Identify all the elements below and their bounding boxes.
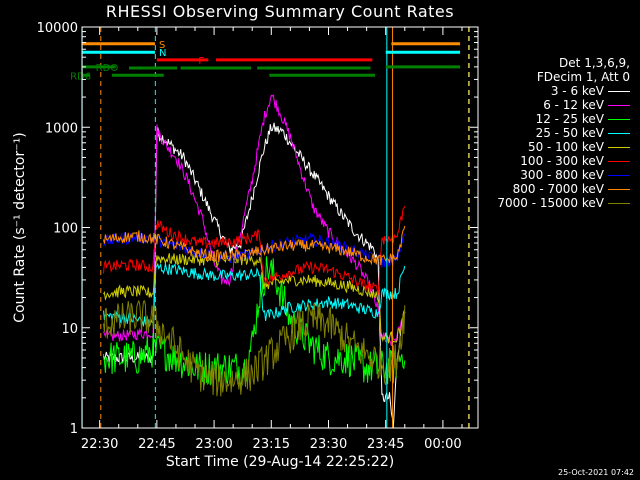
- legend-label: 800 - 7000 keV: [512, 182, 604, 196]
- flag-label-rdo: RDO: [96, 63, 119, 74]
- x-tick-label: 23:00: [195, 437, 232, 452]
- legend-item: 7000 - 15000 keV: [497, 196, 630, 210]
- legend-swatch: [608, 174, 630, 176]
- legend-item: 300 - 800 keV: [497, 168, 630, 182]
- legend-label: 25 - 50 keV: [535, 126, 604, 140]
- legend-swatch: [608, 160, 630, 162]
- series-line-9: [103, 299, 406, 397]
- flag-label-f: F: [198, 56, 204, 67]
- plot-frame: [81, 26, 479, 429]
- series-line-3: [103, 256, 406, 388]
- y-tick-label: 1: [70, 422, 78, 437]
- legend-item: 800 - 7000 keV: [497, 182, 630, 196]
- legend-label: 300 - 800 keV: [520, 168, 604, 182]
- legend-item: 3 - 6 keV: [497, 84, 630, 98]
- timestamp: 25-Oct-2021 07:42: [558, 468, 634, 477]
- y-tick-label: 1000: [45, 121, 78, 136]
- y-tick-label: 10: [61, 322, 78, 337]
- legend-header-line-1: Det 1,3,6,9,: [559, 56, 630, 70]
- legend-label: 100 - 300 keV: [520, 154, 604, 168]
- flag-label-n: N: [159, 48, 166, 59]
- series-line-8: [103, 225, 406, 266]
- legend-swatch: [608, 188, 630, 190]
- legend-swatch: [608, 132, 630, 134]
- legend-item: 25 - 50 keV: [497, 126, 630, 140]
- legend-label: 12 - 25 keV: [535, 112, 604, 126]
- x-tick-label: 23:30: [310, 437, 347, 452]
- legend-label: 50 - 100 keV: [527, 140, 604, 154]
- legend-swatch: [608, 118, 630, 120]
- legend-label: 7000 - 15000 keV: [497, 196, 604, 210]
- x-tick-label: 22:30: [81, 437, 118, 452]
- x-tick-label: 23:15: [253, 437, 290, 452]
- legend-item: 100 - 300 keV: [497, 154, 630, 168]
- legend-item: 12 - 25 keV: [497, 112, 630, 126]
- legend-item: 6 - 12 keV: [497, 98, 630, 112]
- series-group: [103, 94, 406, 428]
- legend-swatch: [608, 202, 630, 204]
- legend-label: 6 - 12 keV: [543, 98, 604, 112]
- legend: Det 1,3,6,9, FDecim 1, Att 0 3 - 6 keV 6 …: [497, 56, 630, 210]
- x-tick-label: 00:00: [424, 437, 461, 452]
- chart-title: RHESSI Observing Summary Count Rates: [105, 2, 455, 21]
- legend-header-line-2: FDecim 1, Att 0: [536, 70, 630, 84]
- x-tick-label: 22:45: [138, 437, 175, 452]
- series-line-2: [103, 94, 406, 347]
- series-line-5: [103, 253, 406, 344]
- legend-label: 3 - 6 keV: [550, 84, 604, 98]
- series-line-6: [103, 205, 406, 296]
- legend-swatch: [608, 104, 630, 106]
- legend-swatch: [608, 90, 630, 92]
- x-tick-label: 23:45: [367, 437, 404, 452]
- flag-label-rd6: RD6: [70, 71, 91, 82]
- x-axis-label: Start Time (29-Aug-14 22:25:22): [165, 454, 395, 470]
- y-tick-label: 10000: [37, 21, 78, 36]
- flag-label-s: S: [159, 40, 165, 51]
- legend-swatch: [608, 146, 630, 148]
- y-axis-label: Count Rate (s⁻¹ detector⁻¹): [12, 132, 28, 322]
- y-tick-label: 100: [53, 222, 78, 237]
- legend-item: 50 - 100 keV: [497, 140, 630, 154]
